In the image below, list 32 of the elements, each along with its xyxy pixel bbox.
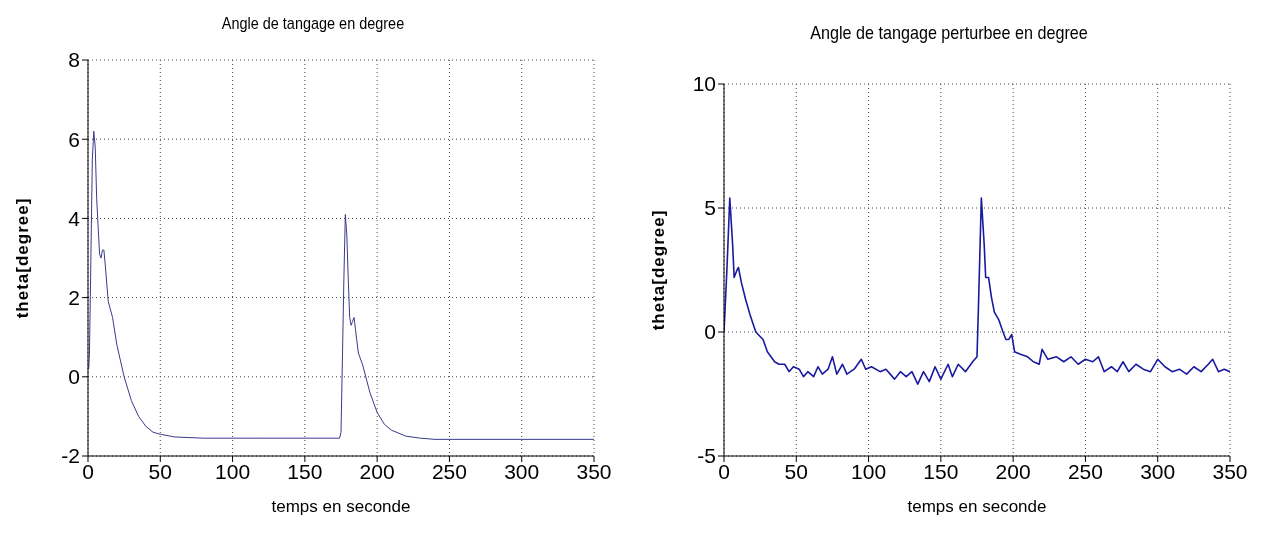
y-tick-label: 6 xyxy=(68,127,80,151)
x-tick-label: 250 xyxy=(1067,459,1103,483)
chart-title: Angle de tangage en degree xyxy=(220,14,406,34)
x-axis-title: temps en seconde xyxy=(271,497,411,516)
x-tick-label: 300 xyxy=(504,459,540,483)
chart-title: Angle de tangage perturbee en degree xyxy=(809,22,1089,44)
x-tick-label: 100 xyxy=(215,459,251,483)
y-tick-label: -5 xyxy=(697,444,716,468)
x-tick-label: 150 xyxy=(923,459,959,483)
x-tick-label: 50 xyxy=(148,459,172,483)
y-axis-title: theta[degree] xyxy=(649,209,669,331)
y-tick-label: -2 xyxy=(61,444,80,468)
line-series xyxy=(88,130,594,440)
x-tick-label: 150 xyxy=(287,459,323,483)
line-series xyxy=(724,197,1230,385)
x-tick-label: 100 xyxy=(851,459,887,483)
y-tick-label: 0 xyxy=(704,320,716,344)
y-tick-label: 2 xyxy=(68,286,80,310)
x-tick-label: 300 xyxy=(1140,459,1176,483)
x-tick-label: 50 xyxy=(784,459,808,483)
y-tick-label: 4 xyxy=(68,206,81,230)
x-tick-label: 350 xyxy=(576,459,612,483)
x-tick-label: 350 xyxy=(1212,459,1248,483)
x-tick-label: 250 xyxy=(431,459,467,483)
y-axis-title: theta[degree] xyxy=(13,197,33,319)
x-axis-title: temps en seconde xyxy=(907,497,1047,516)
y-tick-label: 10 xyxy=(692,72,716,96)
x-tick-label: 200 xyxy=(995,459,1031,483)
y-tick-label: 5 xyxy=(704,196,716,220)
y-tick-label: 8 xyxy=(68,48,80,72)
y-tick-label: 0 xyxy=(68,365,80,389)
x-tick-label: 200 xyxy=(359,459,395,483)
